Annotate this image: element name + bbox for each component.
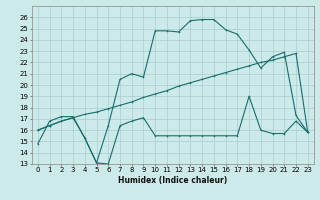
X-axis label: Humidex (Indice chaleur): Humidex (Indice chaleur) xyxy=(118,176,228,185)
